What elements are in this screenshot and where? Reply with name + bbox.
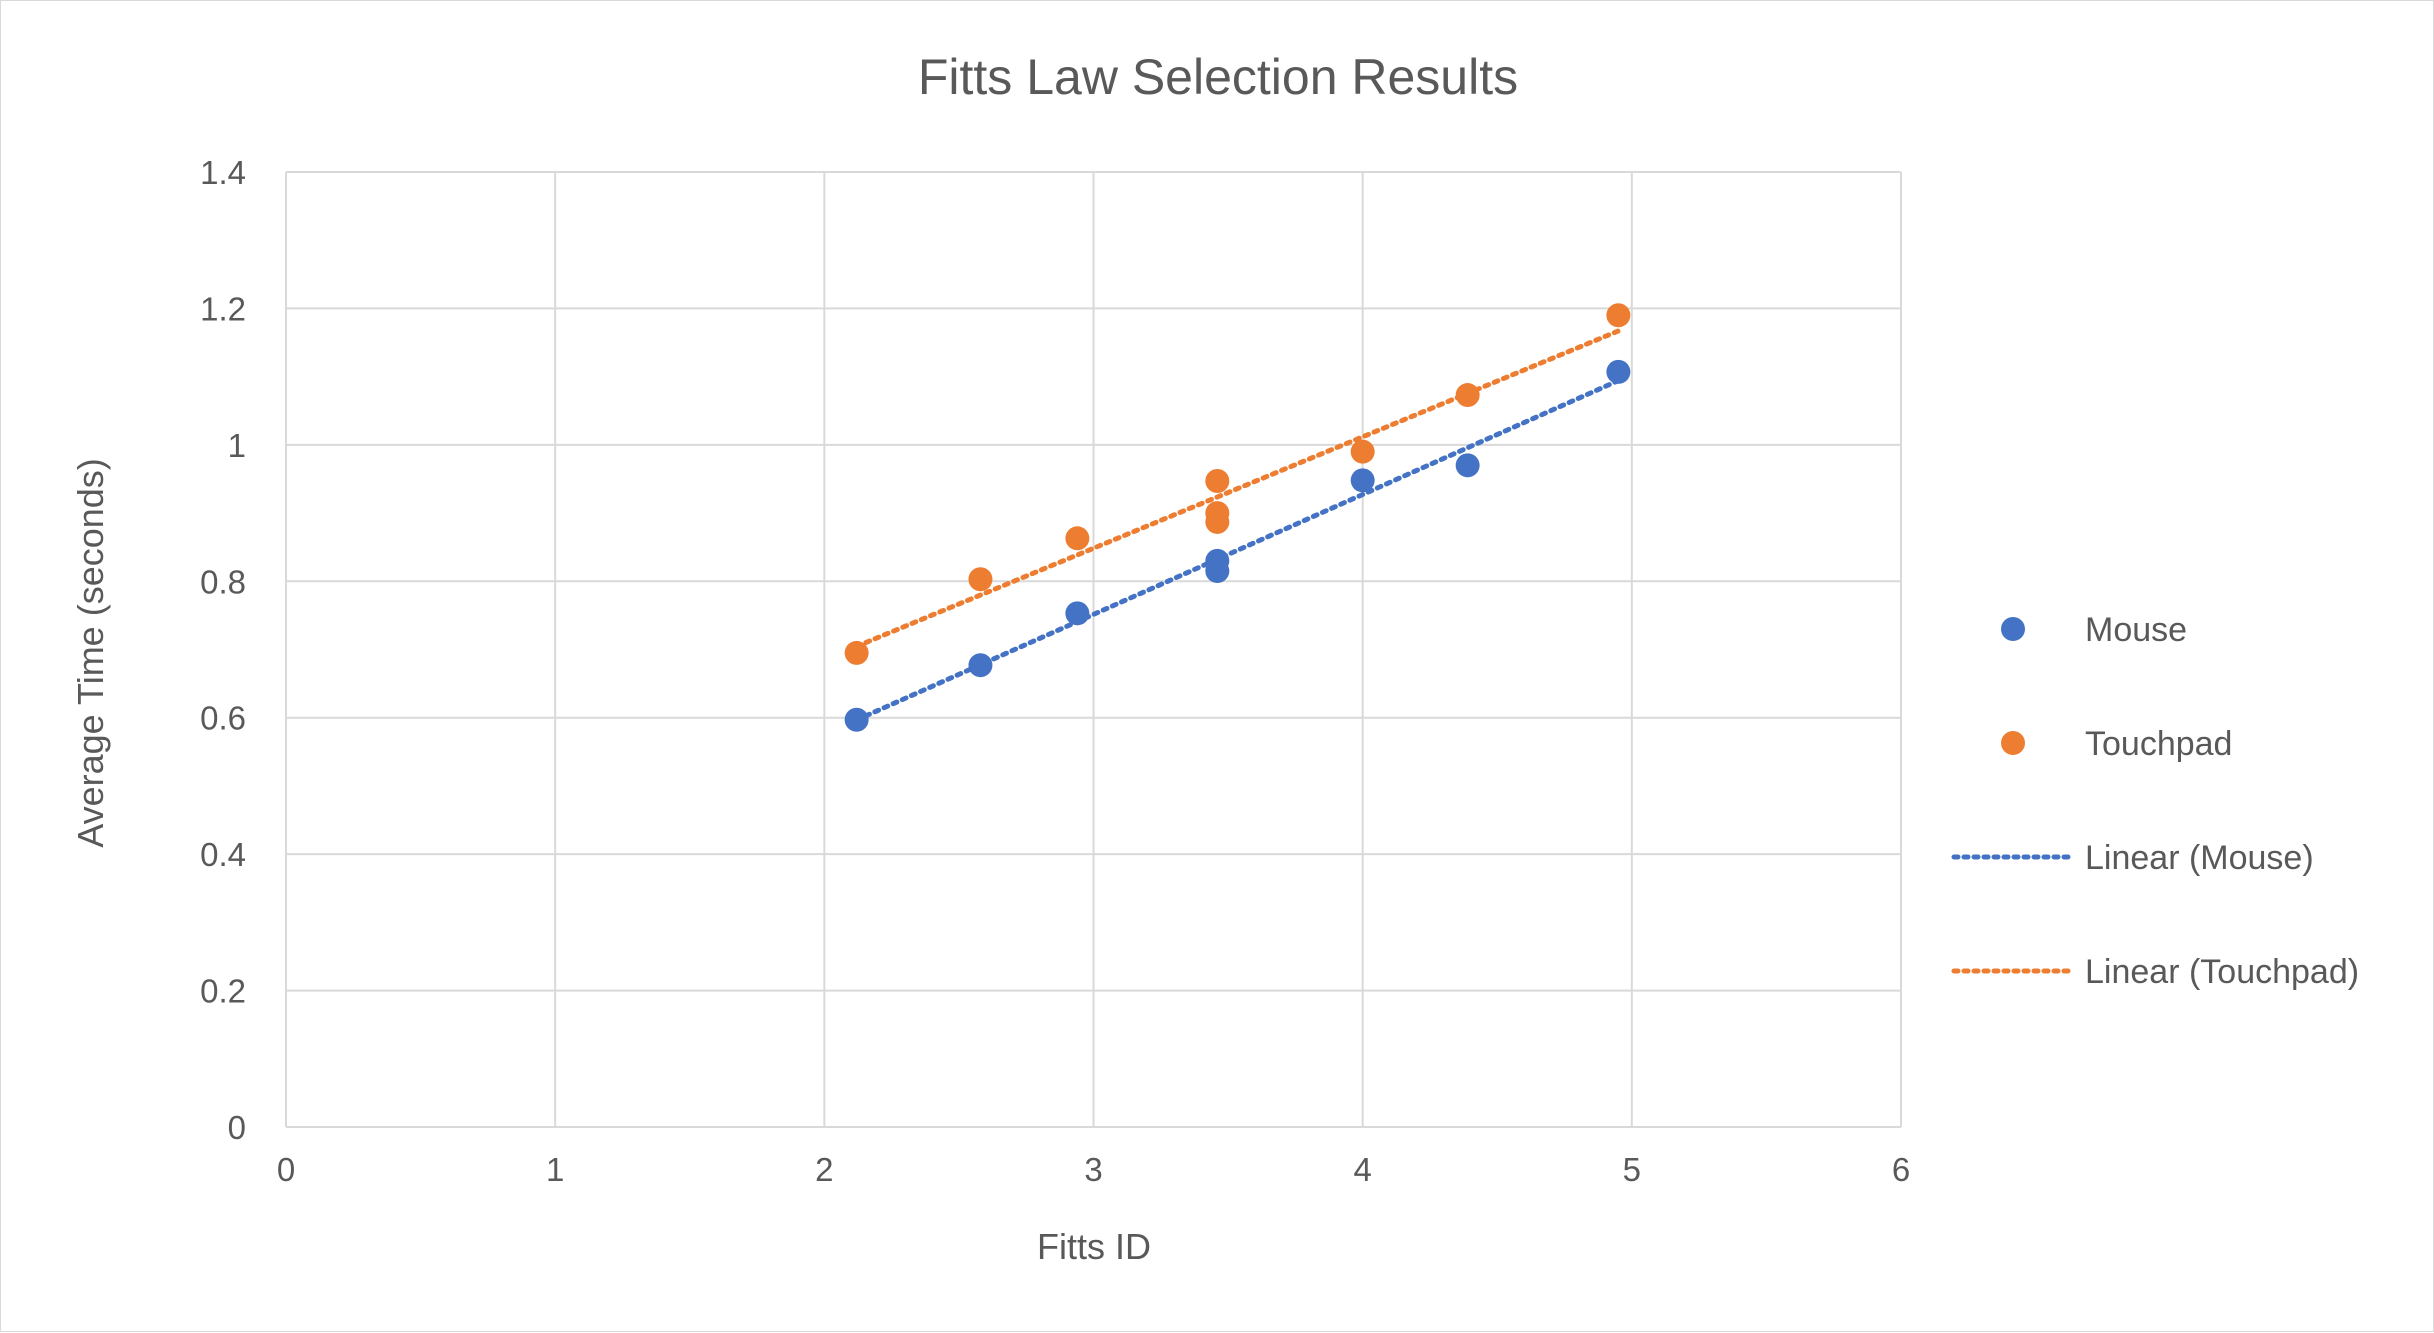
legend-marker-mouse	[2001, 617, 2025, 641]
y-tick-label: 0.4	[200, 836, 246, 873]
data-point-mouse	[1065, 601, 1090, 626]
data-point-mouse	[1606, 359, 1631, 384]
legend-label: Linear (Mouse)	[2085, 839, 2314, 877]
data-point-touchpad	[1350, 439, 1375, 464]
x-tick-label: 4	[1353, 1151, 1371, 1188]
data-point-touchpad	[1065, 526, 1090, 551]
data-point-touchpad	[968, 567, 993, 592]
grid-layer	[285, 171, 1902, 1128]
trendline-touchpad	[854, 328, 1621, 649]
y-tick-label: 0.2	[200, 973, 246, 1010]
legend-label: Touchpad	[2085, 725, 2232, 763]
x-tick-label: 3	[1084, 1151, 1102, 1188]
x-tick-label: 6	[1892, 1151, 1910, 1188]
y-tick-label: 1	[228, 427, 246, 464]
legend-marker-touchpad	[2001, 731, 2025, 755]
data-point-mouse	[844, 707, 869, 732]
data-point-mouse	[1205, 559, 1230, 584]
data-point-touchpad	[1205, 509, 1230, 534]
data-point-layer	[844, 303, 1631, 732]
data-point-mouse	[1350, 468, 1375, 493]
data-point-touchpad	[1455, 383, 1480, 408]
legend-label: Mouse	[2085, 611, 2187, 649]
data-point-mouse	[1455, 453, 1480, 478]
data-point-touchpad	[1606, 303, 1631, 328]
y-tick-label: 0.8	[200, 563, 246, 600]
data-point-touchpad	[1205, 469, 1230, 494]
y-tick-label: 1.4	[200, 154, 246, 191]
data-point-mouse	[968, 653, 993, 678]
y-tick-label: 1.2	[200, 290, 246, 327]
x-tick-label: 5	[1623, 1151, 1641, 1188]
x-tick-label: 2	[815, 1151, 833, 1188]
legend: Mouse Touchpad Linear (Mouse) Linear (Touch…	[1951, 611, 2359, 991]
data-point-touchpad	[844, 640, 869, 665]
y-tick-label: 0	[228, 1109, 246, 1146]
legend-label: Linear (Touchpad)	[2085, 953, 2359, 991]
x-tick-label: 1	[546, 1151, 564, 1188]
tick-label-layer: 0 0.2 0.4 0.6 0.8 1 1.2 1.4 0 1 2 3 4 5 6	[200, 154, 1910, 1188]
x-tick-label: 0	[277, 1151, 295, 1188]
x-axis-title: Fitts ID	[1037, 1226, 1151, 1267]
y-tick-label: 0.6	[200, 700, 246, 737]
chart-title: Fitts Law Selection Results	[918, 49, 1518, 105]
y-axis-title: Average Time (seconds)	[70, 458, 111, 848]
